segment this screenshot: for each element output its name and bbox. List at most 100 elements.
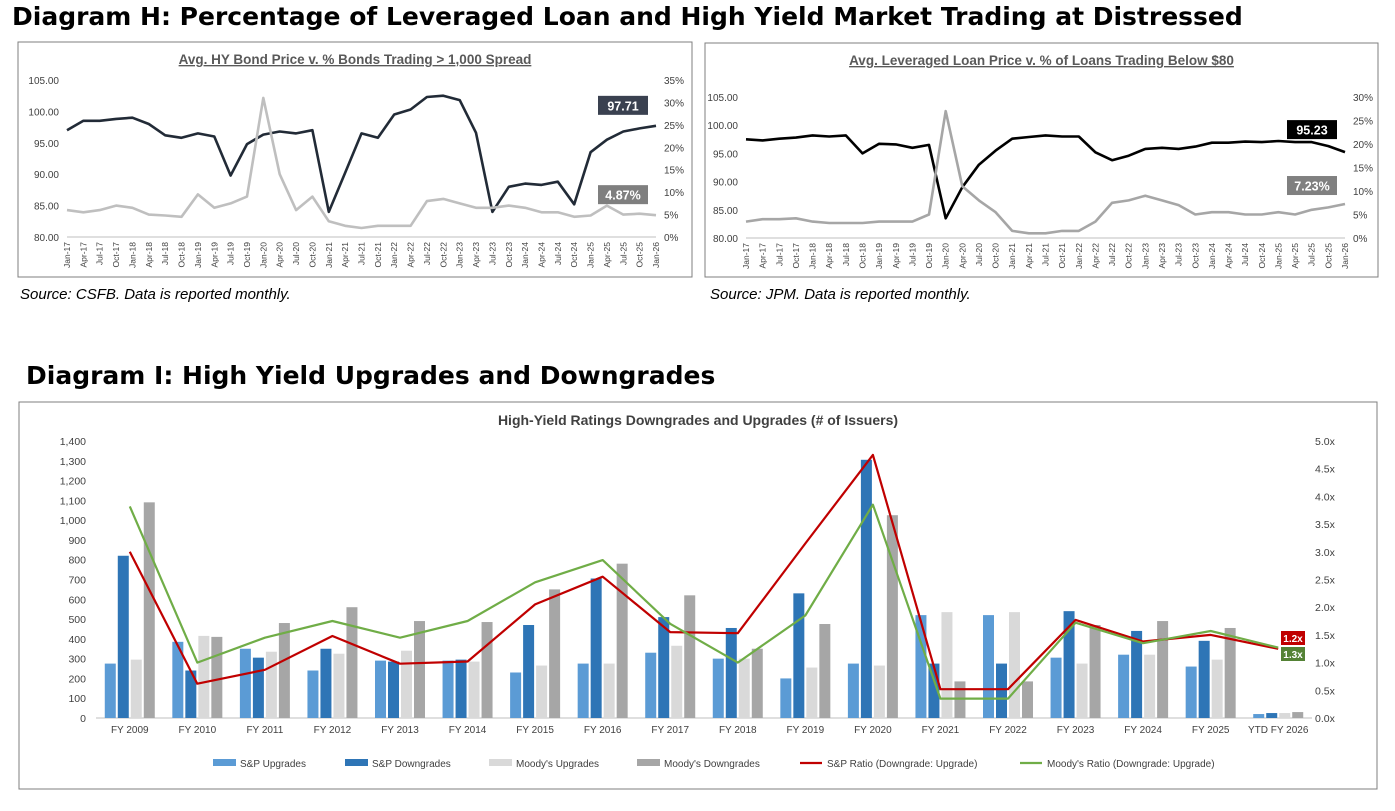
loan-x-tick: Oct-20 [991, 243, 1001, 269]
loan-end-label-box [1287, 120, 1337, 140]
diagram-h-title: Diagram H: Percentage of Leveraged Loan … [12, 2, 1243, 31]
loan-x-tick: Jan-17 [741, 243, 751, 269]
ratings-x-tick: YTD FY 2026 [1248, 725, 1309, 736]
loan-y-right-tick: 10% [1353, 187, 1373, 198]
ratings-y-left-tick: 1,200 [60, 476, 86, 488]
ratings-y-right-tick: 2.0x [1315, 602, 1336, 614]
loan-y-right-tick: 5% [1353, 211, 1368, 222]
hy-bond-x-tick: Jul-19 [226, 242, 236, 265]
ratings-bar [738, 658, 750, 718]
ratings-bar [1118, 654, 1130, 718]
hy-bond-x-tick: Apr-20 [275, 242, 285, 268]
hy-bond-x-tick: Jan-26 [651, 242, 661, 268]
ratings-bar [751, 648, 763, 718]
hy-bond-x-tick: Jul-17 [95, 242, 105, 265]
loan-x-tick: Apr-22 [1090, 243, 1100, 269]
hy-bond-x-tick: Jul-22 [422, 242, 432, 265]
hy-bond-end-label: 4.87% [605, 189, 640, 203]
loan-x-tick: Jul-21 [1041, 243, 1051, 266]
ratings-bar [1157, 621, 1169, 718]
ratings-x-tick: FY 2016 [584, 725, 622, 736]
ratings-bar [1279, 713, 1291, 718]
loan-end-label: 95.23 [1296, 124, 1327, 138]
hy-bond-y-left-tick: 90.00 [34, 170, 59, 181]
ratings-bar [1224, 627, 1236, 718]
ratings-legend-label: Moody's Ratio (Downgrade: Upgrade) [1047, 759, 1215, 770]
ratings-bar [388, 661, 399, 718]
hy-bond-frame [17, 41, 693, 278]
hy-bond-x-tick: Oct-17 [111, 242, 121, 268]
ratings-bar [252, 657, 264, 718]
loan-x-tick: Oct-19 [924, 243, 934, 269]
hy-bond-x-tick: Jan-19 [193, 242, 203, 268]
loan-x-tick: Jul-17 [774, 243, 784, 266]
hy-bond-x-tick: Oct-25 [635, 242, 645, 268]
hy-bond-x-tick: Jul-18 [160, 242, 170, 265]
hy-bond-y-left-tick: 80.00 [34, 233, 59, 244]
hy-bond-y-right-tick: 20% [664, 143, 684, 154]
loan-x-tick: Oct-23 [1190, 243, 1200, 269]
loan-x-tick: Apr-24 [1224, 243, 1234, 269]
hy-bond-end-label-box [598, 185, 648, 205]
ratings-end-label-box [1281, 631, 1305, 645]
hy-bond-x-tick: Jan-18 [127, 242, 137, 268]
loan-x-tick: Jul-19 [907, 243, 917, 266]
hy-bond-x-tick: Jan-17 [62, 242, 72, 268]
loan-x-tick: Apr-18 [824, 243, 834, 269]
ratings-x-tick: FY 2021 [922, 725, 960, 736]
ratings-title: High-Yield Ratings Downgrades and Upgrad… [498, 412, 898, 428]
ratings-bar [847, 663, 859, 718]
ratings-y-right-tick: 4.5x [1315, 464, 1336, 476]
ratings-bar [510, 672, 522, 718]
ratings-bar [143, 502, 155, 718]
ratings-bar [468, 661, 480, 718]
ratings-bar [104, 663, 116, 718]
loan-x-tick: Apr-19 [891, 243, 901, 269]
hy-bond-y-right-tick: 25% [664, 121, 684, 132]
hy-bond-x-tick: Jul-25 [618, 242, 628, 265]
ratings-bar [442, 660, 454, 718]
ratings-end-label: 1.3x [1283, 650, 1303, 661]
ratings-y-right-tick: 1.5x [1315, 630, 1336, 642]
ratings-legend-swatch [637, 759, 660, 766]
loan-x-tick: Oct-21 [1057, 243, 1067, 269]
loan-x-tick: Apr-25 [1290, 243, 1300, 269]
ratings-y-left-tick: 400 [68, 634, 86, 646]
ratings-x-tick: FY 2011 [246, 725, 283, 736]
ratings-ratio-line [128, 453, 1279, 691]
loan-x-tick: Oct-18 [857, 243, 867, 269]
loan-series-1-line [745, 109, 1346, 235]
ratings-y-right-tick: 0.5x [1315, 685, 1336, 697]
loan-x-tick: Jan-18 [808, 243, 818, 269]
hy-bond-title: Avg. HY Bond Price v. % Bonds Trading > … [179, 52, 532, 67]
diagram-i-title: Diagram I: High Yield Upgrades and Downg… [26, 361, 716, 390]
ratings-bar [117, 555, 129, 718]
hy-bond-x-tick: Oct-24 [569, 242, 579, 268]
ratings-bar [346, 607, 358, 718]
ratings-y-right-tick: 3.0x [1315, 547, 1336, 559]
hy-bond-x-tick: Jan-25 [586, 242, 596, 268]
ratings-bar [645, 652, 657, 718]
loan-y-right-tick: 20% [1353, 140, 1373, 151]
ratings-bar [481, 622, 493, 718]
ratings-bar [684, 595, 696, 718]
hy-bond-x-tick: Oct-23 [504, 242, 514, 268]
ratings-legend-label: Moody's Downgrades [664, 759, 760, 770]
hy-bond-end-label: 97.71 [607, 99, 638, 113]
hy-bond-x-tick: Apr-18 [144, 242, 154, 268]
hy-bond-y-left-tick: 85.00 [34, 202, 59, 213]
ratings-bar [616, 563, 628, 718]
loan-x-tick: Jan-20 [941, 243, 951, 269]
ratings-y-left-tick: 800 [68, 555, 86, 567]
loan-x-tick: Jan-25 [1273, 243, 1283, 269]
loan-x-tick: Jan-26 [1340, 243, 1350, 269]
ratings-x-tick: FY 2013 [381, 725, 419, 736]
ratings-bar [1009, 612, 1020, 718]
ratings-x-tick: FY 2020 [854, 725, 892, 736]
ratings-y-right-tick: 2.5x [1315, 575, 1336, 587]
ratings-bar [1022, 681, 1033, 718]
ratings-bar [915, 615, 927, 718]
loan-y-left-tick: 95.00 [713, 149, 738, 160]
ratings-bar [1198, 640, 1210, 718]
